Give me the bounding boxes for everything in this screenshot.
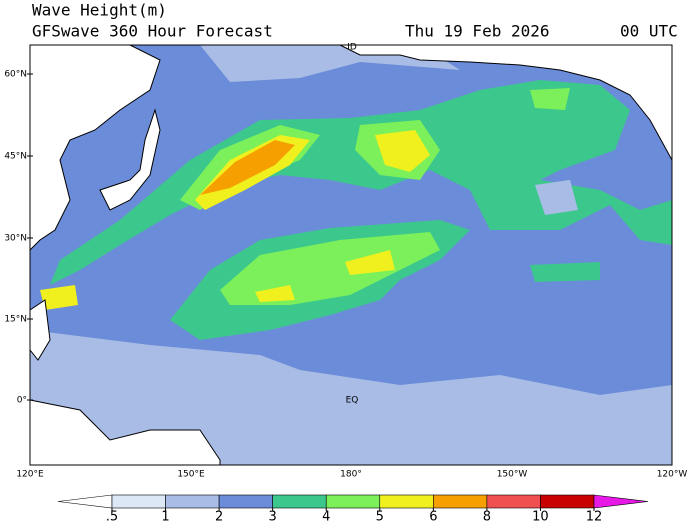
colorbar-end <box>593 494 649 509</box>
title: Wave Height(m) <box>32 1 167 20</box>
lat-labels: 60°N 45°N 30°N 15°N 0° <box>4 70 33 406</box>
map-label: ID <box>347 43 357 53</box>
lat-label: 60°N <box>4 70 27 80</box>
colorbar-label: 3 <box>269 510 277 525</box>
land <box>29 44 161 252</box>
colorbar-label: 1 <box>161 510 169 525</box>
wave-area <box>255 285 295 302</box>
wave-area <box>50 80 672 285</box>
lat-label: 0° <box>17 396 27 406</box>
lat-label: 30°N <box>4 234 27 244</box>
lon-label: 120°W <box>657 470 688 480</box>
date: Thu 19 Feb 2026 <box>405 22 550 41</box>
map-frame <box>29 44 673 466</box>
colorbar-bin <box>433 494 488 509</box>
colorbar-bin <box>379 494 434 509</box>
lon-label: 120°E <box>16 470 44 480</box>
colorbar-label: 8 <box>483 510 491 525</box>
wave-area <box>220 232 440 305</box>
lon-label: 150°W <box>497 470 528 480</box>
colorbar-label: 2 <box>215 510 223 525</box>
colorbar-bin <box>325 494 381 509</box>
wave-area <box>345 250 395 275</box>
colorbar-label: 5 <box>376 510 384 525</box>
wave-area <box>200 140 295 195</box>
subtitle: GFSwave 360 Hour Forecast <box>32 22 273 41</box>
colorbar-bin <box>540 494 595 509</box>
wave-area <box>535 180 578 215</box>
lon-labels: 120°E 150°E 180° 150°W 120°W <box>16 470 687 480</box>
colorbar-label: 12 <box>586 510 603 525</box>
colorbar-bin <box>111 494 166 509</box>
colorbar-label: .5 <box>106 510 118 525</box>
colorbar-bin <box>486 494 541 509</box>
lat-label: 45°N <box>4 152 27 162</box>
wave-area <box>40 285 78 310</box>
wave-area <box>375 130 430 172</box>
colorbar-label: 6 <box>429 510 437 525</box>
map: ID EQ <box>29 43 673 466</box>
colorbar-label: 10 <box>532 510 549 525</box>
land <box>99 108 161 211</box>
wave-area <box>530 88 570 110</box>
colorbar-bin <box>218 494 273 509</box>
lon-label: 180° <box>340 470 362 480</box>
colorbar-label: 4 <box>322 510 330 525</box>
colorbar-bin <box>165 494 220 509</box>
map-label: EQ <box>346 396 359 406</box>
wave-area <box>530 262 600 282</box>
time: 00 UTC <box>620 22 678 41</box>
lon-label: 150°E <box>177 470 205 480</box>
colorbar: .5 1 2 3 4 5 6 8 10 12 <box>57 494 649 525</box>
colorbar-bin <box>272 494 327 509</box>
lat-label: 15°N <box>4 315 27 325</box>
colorbar-end <box>57 494 113 509</box>
